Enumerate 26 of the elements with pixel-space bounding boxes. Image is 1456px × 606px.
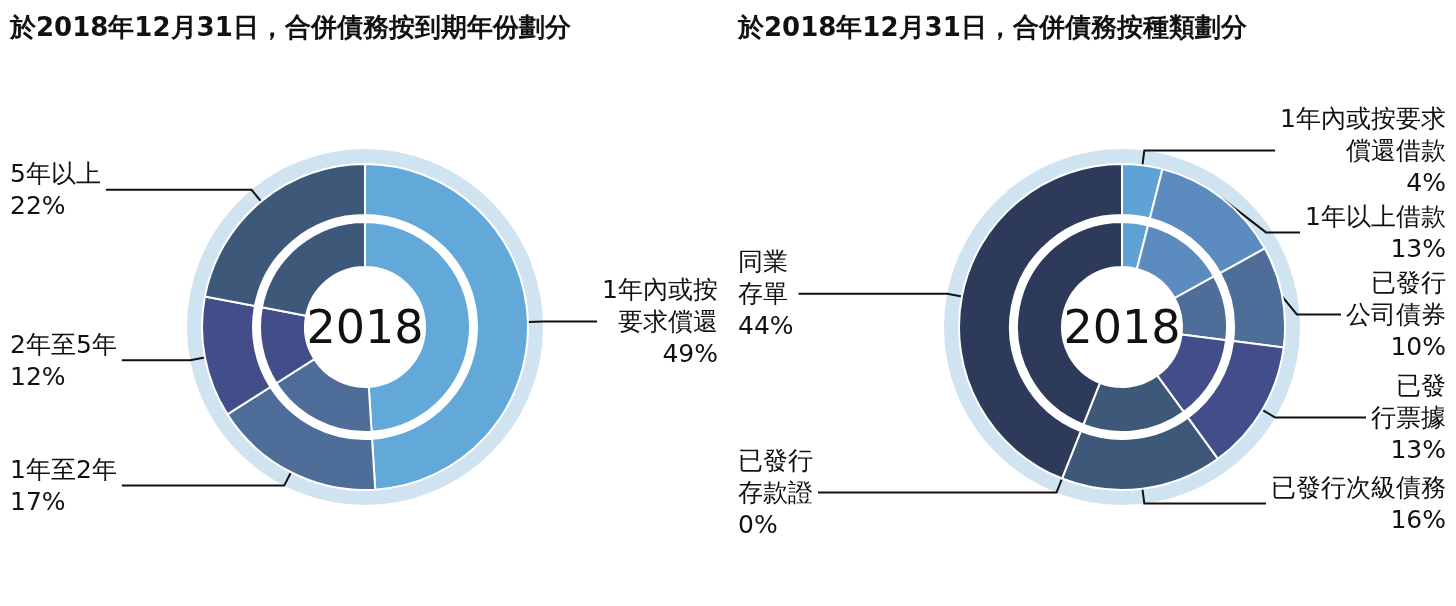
slice-label: 2年至5年: [10, 329, 117, 359]
text: 2018: [306, 300, 424, 354]
slice-label: 1年至2年: [10, 455, 117, 485]
text: 2018: [1063, 300, 1181, 354]
slice-label: 已發行票據: [1371, 371, 1446, 433]
data-label: 10%: [1390, 331, 1446, 361]
text: 0%: [738, 510, 778, 539]
data-label: 13%: [1390, 435, 1446, 465]
slice-label: 1年內或按要求償還借款: [1280, 103, 1446, 165]
data-label: 13%: [1390, 233, 1446, 263]
data-label: 17%: [10, 487, 66, 517]
slice-label: 同業存單: [738, 247, 788, 309]
data-label: 44%: [738, 311, 794, 341]
data-label: 12%: [10, 361, 66, 391]
slice-label: 已發行公司債券: [1346, 267, 1446, 329]
data-label: 49%: [662, 338, 718, 368]
slice-label: 5年以上: [10, 159, 101, 189]
chart-title: 於2018年12月31日，合併債務按種類劃分: [737, 12, 1248, 42]
slice-label: 1年內或按要求償還: [602, 274, 718, 336]
category-label: 已發行存款證: [738, 446, 813, 507]
data-label: 16%: [1390, 505, 1446, 535]
chart-title: 於2018年12月31日，合併債務按到期年份劃分: [9, 12, 572, 42]
data-label: 4%: [1406, 167, 1446, 197]
slice-label: 1年以上借款: [1305, 201, 1446, 231]
data-label: 22%: [10, 191, 66, 221]
slice-label: 已發行次級債務: [1271, 473, 1446, 503]
